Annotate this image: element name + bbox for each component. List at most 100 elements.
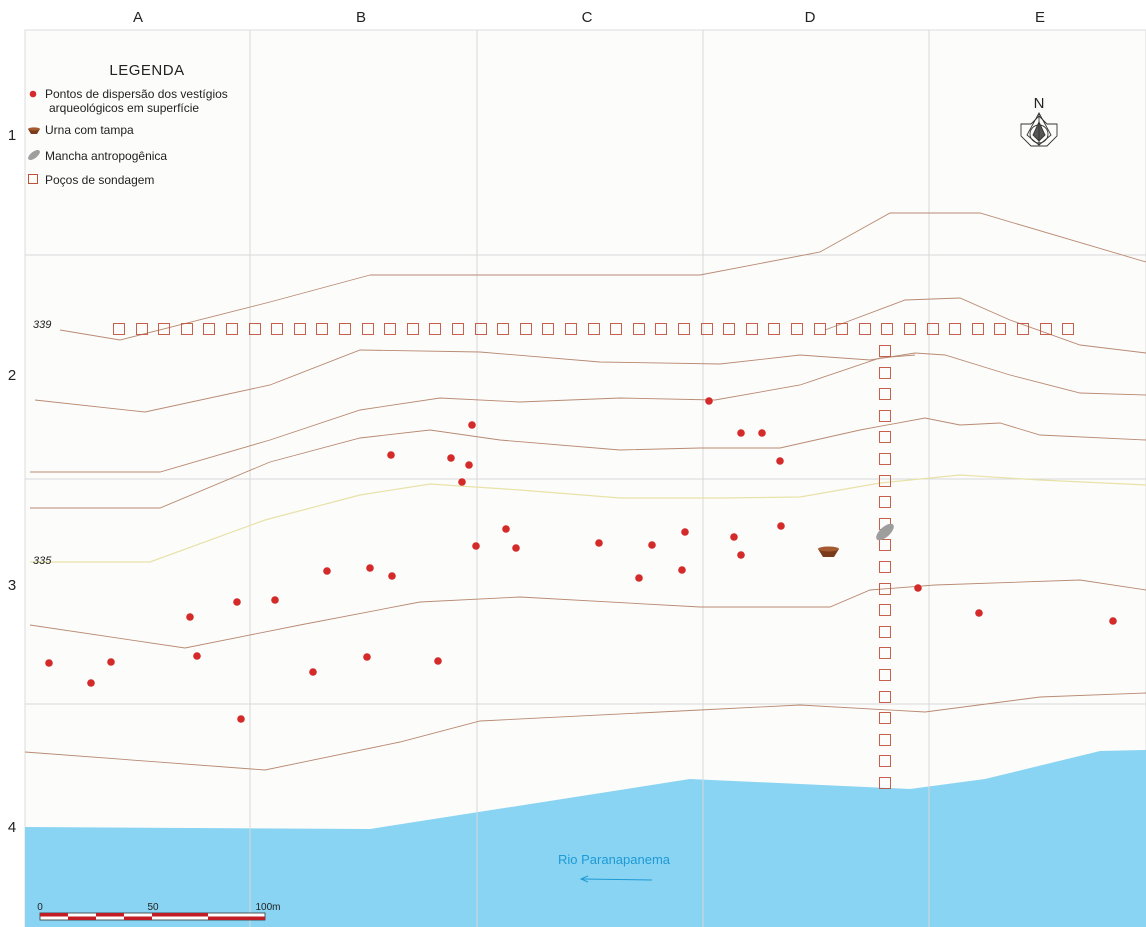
artifact-point (458, 478, 466, 486)
artifact-point (447, 454, 455, 462)
test-pit (791, 323, 803, 335)
contour-line-highlight (30, 474, 1146, 563)
artifact-point (1109, 617, 1117, 625)
artifact-point (323, 567, 331, 575)
column-label-c: C (582, 9, 593, 26)
test-pit (904, 323, 916, 335)
test-pit (879, 604, 891, 616)
test-pit (339, 323, 351, 335)
north-arrow: N (1020, 95, 1058, 147)
artifact-point (681, 528, 689, 536)
test-pit-icon (28, 174, 38, 184)
legend-item-stain: Mancha antropogênica (45, 149, 167, 163)
test-pit (879, 626, 891, 638)
test-pit (879, 539, 891, 551)
contour-label-339: 339 (33, 319, 51, 331)
test-pit (1040, 323, 1052, 335)
artifact-point (472, 542, 480, 550)
test-pit (881, 323, 893, 335)
test-pit (879, 475, 891, 487)
flow-direction-arrow-icon (579, 875, 653, 883)
test-pit (994, 323, 1006, 335)
artifact-point (237, 715, 245, 723)
artifact-point (502, 525, 510, 533)
test-pit (879, 647, 891, 659)
test-pit (316, 323, 328, 335)
artifact-point (388, 572, 396, 580)
test-pit (610, 323, 622, 335)
artifact-point (186, 613, 194, 621)
red-dot-icon (29, 90, 37, 98)
test-pit (879, 367, 891, 379)
test-pit (879, 712, 891, 724)
test-pit (655, 323, 667, 335)
test-pit (768, 323, 780, 335)
test-pit (879, 669, 891, 681)
test-pit (226, 323, 238, 335)
compass-rose-icon (1020, 112, 1058, 147)
legend: LEGENDA Pontos de dispersão dos vestígio… (28, 62, 228, 187)
artifact-point (87, 679, 95, 687)
test-pit (879, 431, 891, 443)
row-label-3: 3 (8, 577, 16, 594)
row-label-1: 1 (8, 127, 16, 144)
column-label-b: B (356, 9, 366, 26)
artifact-point (678, 566, 686, 574)
surface-artifact-points (45, 397, 1117, 723)
test-pit (203, 323, 215, 335)
test-pit (362, 323, 374, 335)
north-label: N (1034, 95, 1045, 112)
artifact-point (309, 668, 317, 676)
test-pit (136, 323, 148, 335)
scale-bar: 0 50 100m (37, 902, 281, 921)
artifact-point (705, 397, 713, 405)
artifact-point (233, 598, 241, 606)
test-pit (678, 323, 690, 335)
test-pit (429, 323, 441, 335)
column-label-d: D (805, 9, 816, 26)
test-pit (879, 583, 891, 595)
artifact-point (271, 596, 279, 604)
test-pit (158, 323, 170, 335)
artifact-point (387, 451, 395, 459)
legend-item-points-line2: arqueológicos em superfície (49, 101, 199, 115)
test-pit (949, 323, 961, 335)
test-pit (927, 323, 939, 335)
test-pit (181, 323, 193, 335)
test-pit (879, 345, 891, 357)
test-pit (565, 323, 577, 335)
artifact-point (465, 461, 473, 469)
test-pit (972, 323, 984, 335)
artifact-point (468, 421, 476, 429)
scale-tick-100: 100m (255, 902, 280, 913)
legend-title: LEGENDA (109, 62, 184, 79)
artifact-point (366, 564, 374, 572)
test-pit (384, 323, 396, 335)
artifact-point (758, 429, 766, 437)
test-pit (879, 496, 891, 508)
test-pit (879, 734, 891, 746)
legend-item-pits: Poços de sondagem (45, 173, 154, 187)
test-pit (113, 323, 125, 335)
urn-icon (28, 127, 40, 134)
test-pit (542, 323, 554, 335)
test-pit (746, 323, 758, 335)
row-label-2: 2 (8, 367, 16, 384)
contour-label-335: 335 (33, 555, 52, 567)
test-pits (113, 323, 1074, 789)
artifact-point (777, 522, 785, 530)
artifact-point (107, 658, 115, 666)
artifact-point (737, 551, 745, 559)
scale-tick-50: 50 (147, 902, 159, 913)
contour-lines (24, 212, 1146, 771)
artifact-point (434, 657, 442, 665)
test-pit (859, 323, 871, 335)
artifact-point (193, 652, 201, 660)
test-pit (1017, 323, 1029, 335)
test-pit (633, 323, 645, 335)
test-pit (588, 323, 600, 335)
artifact-point (648, 541, 656, 549)
test-pit (879, 755, 891, 767)
test-pit (723, 323, 735, 335)
